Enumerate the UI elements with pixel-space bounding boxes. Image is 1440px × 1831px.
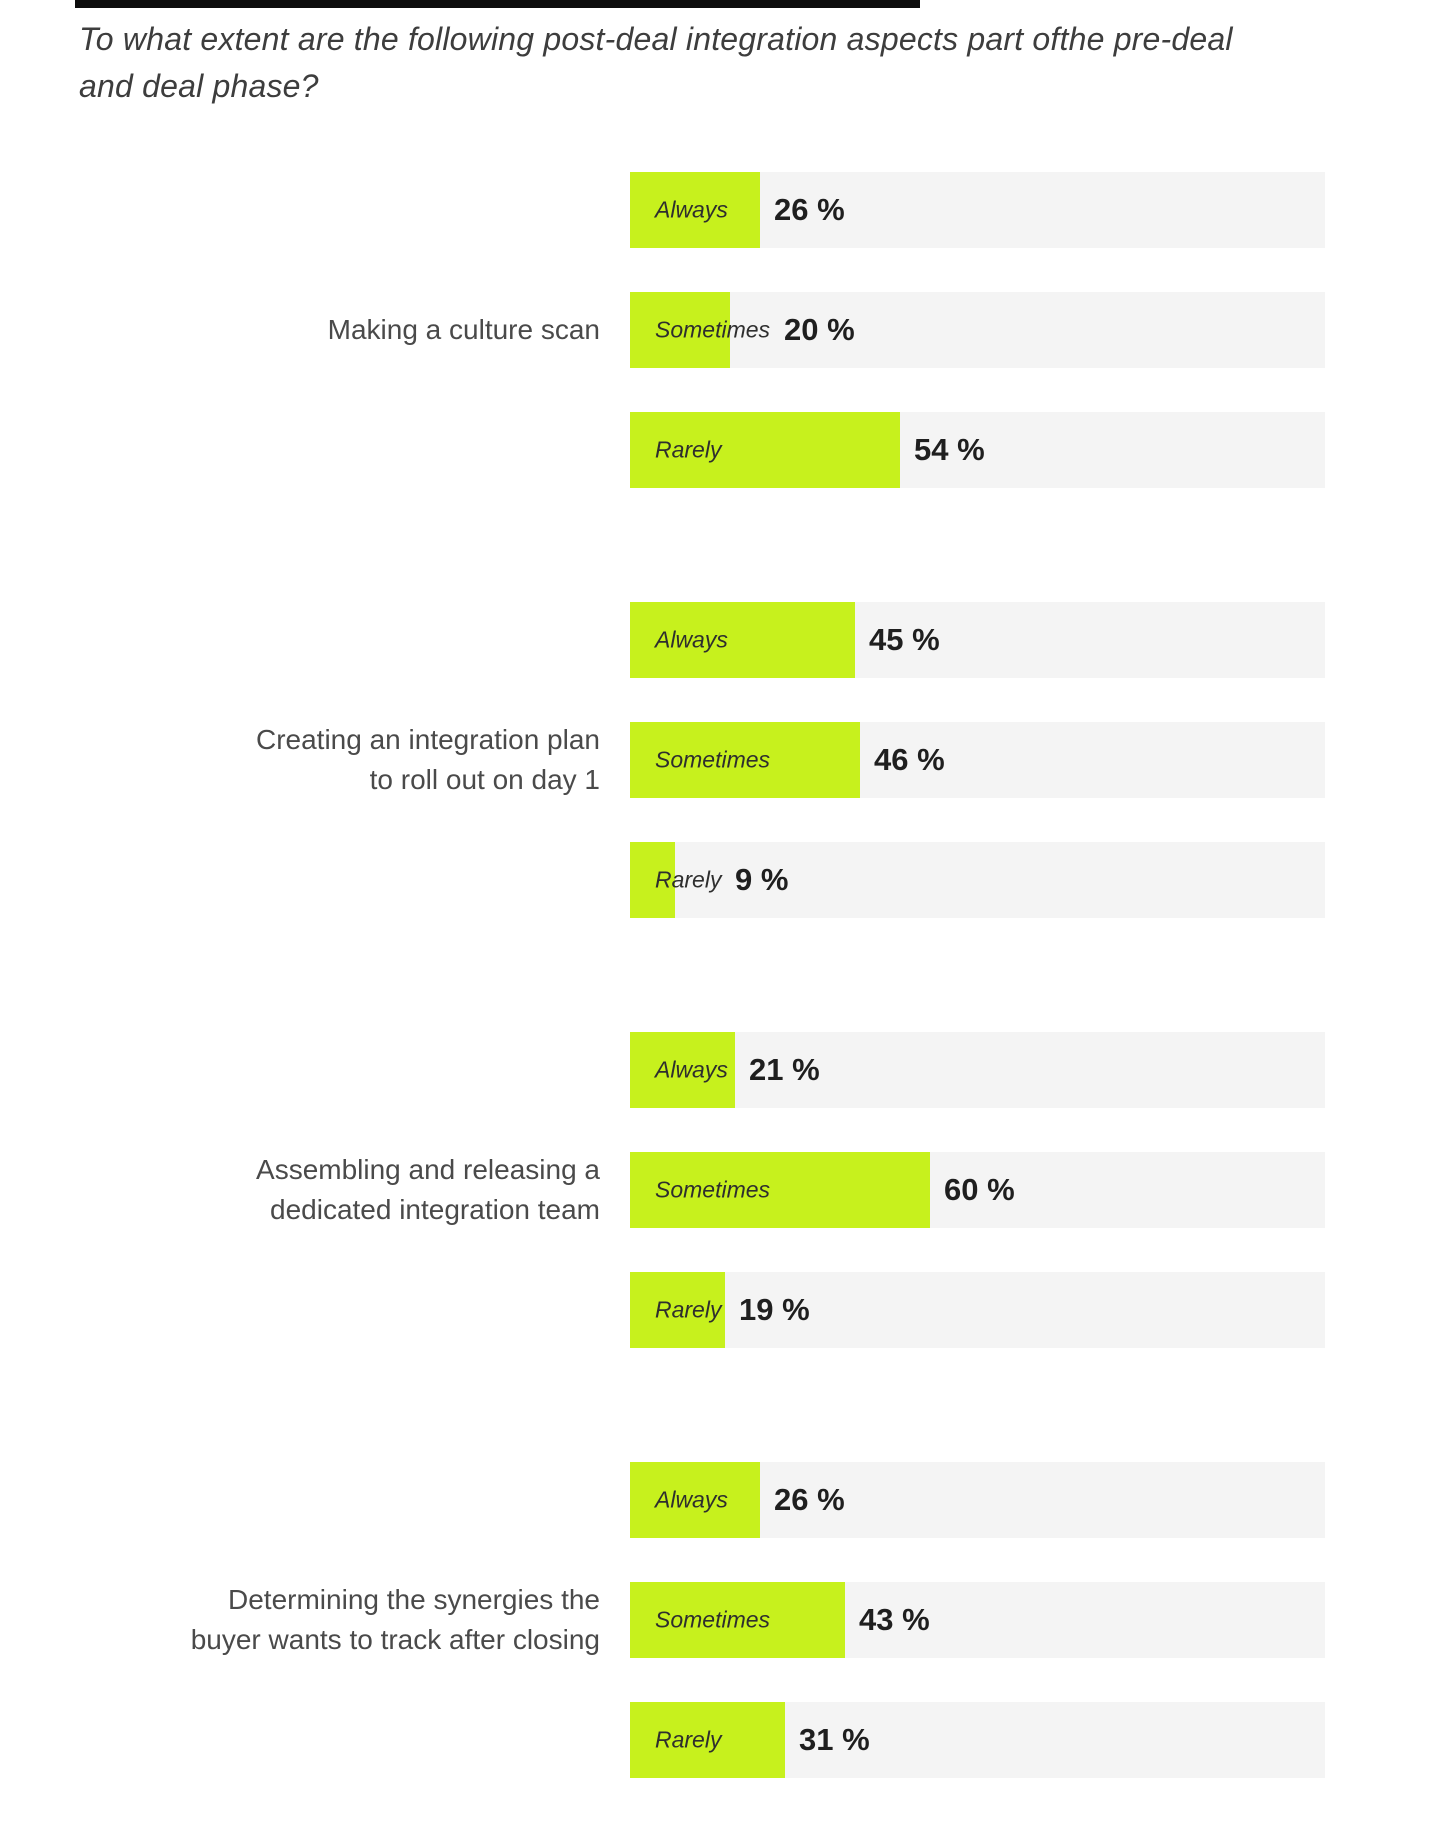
bar-fill [630,842,675,918]
bar-track: Rarely 31 % [630,1702,1325,1778]
category-label-line: Making a culture scan [327,314,600,345]
bar-chart: Making a culture scan Always 26 % Sometimes… [0,172,1440,1831]
bar-fill [630,1032,735,1108]
bar-option-label: Rarely [655,1726,722,1753]
bar-option-label: Rarely [655,866,722,893]
bar-track: Rarely 54 % [630,412,1325,488]
bar-fill [630,1152,930,1228]
bar-track: Rarely 19 % [630,1272,1325,1348]
top-divider-bar [75,0,920,8]
bar-rows: Always 45 % Sometimes 46 % Rarely 9 % [630,602,1440,918]
bar-fill [630,292,730,368]
category-label-line: Determining the synergies the [228,1584,600,1615]
bar-option-label: Always [655,626,728,653]
bar-option-label: Sometimes [655,746,771,773]
category-label-line: buyer wants to track after closing [190,1624,600,1655]
bar-value: 20 % [784,312,855,347]
bar-fill [630,1582,845,1658]
bar-fill [630,1702,785,1778]
category-label: Creating an integration plan to roll out … [0,720,600,800]
bar-value: 54 % [914,432,985,467]
bar-track: Sometimes 46 % [630,722,1325,798]
bar-track: Rarely 9 % [630,842,1325,918]
category-label: Determining the synergies the buyer wants… [0,1580,600,1660]
bar-track: Sometimes 43 % [630,1582,1325,1658]
bar-value: 26 % [774,192,845,227]
category-label: Assembling and releasing a dedicated inte… [0,1150,600,1230]
bar-track: Always 21 % [630,1032,1325,1108]
bar-fill [630,412,900,488]
bar-value: 43 % [859,1602,930,1637]
bar-option-label: Rarely [655,1296,722,1323]
bar-fill [630,722,860,798]
category-label-line: Creating an integration plan [255,724,600,755]
bar-track: Always 26 % [630,1462,1325,1538]
category-label-line: Assembling and releasing a [256,1154,600,1185]
bar-option-label: Always [655,1056,728,1083]
bar-fill [630,602,855,678]
bar-value: 19 % [739,1292,810,1327]
bar-value: 26 % [774,1482,845,1517]
bar-rows: Always 26 % Sometimes 43 % Rarely 31 % [630,1462,1440,1778]
bar-track: Sometimes 20 % [630,292,1325,368]
bar-value: 9 % [735,862,789,897]
bar-fill [630,1462,760,1538]
category-label: Making a culture scan [0,310,600,350]
bar-track: Always 26 % [630,172,1325,248]
chart-group-4: Determining the synergies the buyer wants… [0,1462,1440,1778]
bar-fill [630,172,760,248]
bar-option-label: Sometimes [655,316,771,343]
category-label-line: to roll out on day 1 [369,764,600,795]
bar-value: 31 % [799,1722,870,1757]
bar-option-label: Rarely [655,436,722,463]
bar-fill [630,1272,725,1348]
bar-track: Always 45 % [630,602,1325,678]
bar-value: 60 % [944,1172,1015,1207]
bar-rows: Always 26 % Sometimes 20 % Rarely 54 % [630,172,1440,488]
chart-group-1: Making a culture scan Always 26 % Sometimes… [0,172,1440,488]
bar-option-label: Sometimes [655,1176,771,1203]
page-title-line-1: To what extent are the following post-de… [79,21,1233,57]
page-title: To what extent are the following post-de… [79,16,1429,110]
bar-option-label: Sometimes [655,1606,771,1633]
bar-track: Sometimes 60 % [630,1152,1325,1228]
bar-value: 21 % [749,1052,820,1087]
bar-rows: Always 21 % Sometimes 60 % Rarely 19 % [630,1032,1440,1348]
category-label-line: dedicated integration team [270,1194,600,1225]
chart-group-3: Assembling and releasing a dedicated inte… [0,1032,1440,1348]
bar-option-label: Always [655,1486,728,1513]
chart-group-2: Creating an integration plan to roll out … [0,602,1440,918]
bar-value: 45 % [869,622,940,657]
bar-value: 46 % [874,742,945,777]
page-title-line-2: and deal phase? [79,68,319,104]
bar-option-label: Always [655,196,728,223]
